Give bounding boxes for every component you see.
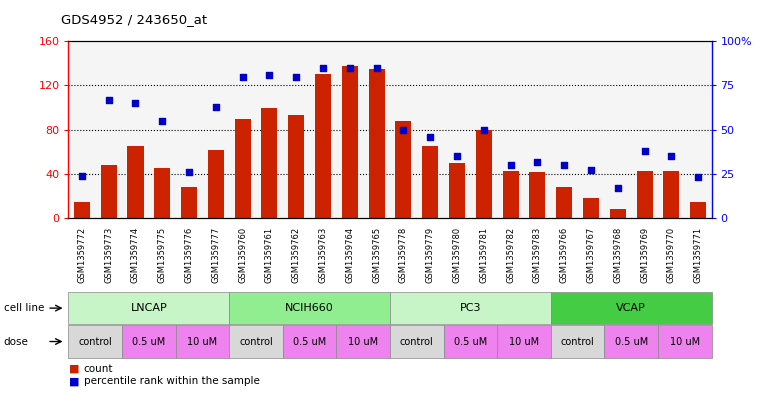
Point: [344, 64, 356, 71]
Text: GSM1359771: GSM1359771: [693, 226, 702, 283]
Bar: [502, 171, 519, 218]
Bar: [396, 121, 412, 218]
Bar: [262, 108, 278, 218]
Text: 10 uM: 10 uM: [187, 336, 218, 347]
Text: GSM1359777: GSM1359777: [212, 226, 221, 283]
Text: control: control: [561, 336, 594, 347]
Point: [210, 103, 222, 110]
Bar: [315, 74, 331, 218]
Bar: [288, 115, 304, 218]
Bar: [422, 146, 438, 218]
Point: [478, 127, 490, 133]
Text: GSM1359769: GSM1359769: [640, 226, 649, 283]
Text: GSM1359783: GSM1359783: [533, 226, 542, 283]
Text: GSM1359781: GSM1359781: [479, 226, 489, 283]
Bar: [181, 187, 197, 218]
Point: [129, 100, 142, 106]
Bar: [664, 171, 680, 218]
Text: dose: dose: [4, 336, 29, 347]
Text: PC3: PC3: [460, 303, 481, 313]
Text: GSM1359767: GSM1359767: [587, 226, 595, 283]
Text: GSM1359764: GSM1359764: [345, 226, 355, 283]
Bar: [690, 202, 706, 218]
Text: GSM1359760: GSM1359760: [238, 226, 247, 283]
Text: 0.5 uM: 0.5 uM: [454, 336, 487, 347]
Text: 0.5 uM: 0.5 uM: [293, 336, 326, 347]
Point: [263, 72, 275, 78]
Text: 10 uM: 10 uM: [670, 336, 700, 347]
Point: [183, 169, 195, 175]
Point: [451, 153, 463, 160]
Bar: [556, 187, 572, 218]
Text: GSM1359766: GSM1359766: [559, 226, 568, 283]
Point: [424, 134, 436, 140]
Bar: [154, 168, 170, 218]
Text: GSM1359772: GSM1359772: [78, 226, 87, 283]
Text: GSM1359775: GSM1359775: [158, 226, 167, 283]
Bar: [636, 171, 653, 218]
Text: 0.5 uM: 0.5 uM: [132, 336, 165, 347]
Text: LNCAP: LNCAP: [130, 303, 167, 313]
Text: NCIH660: NCIH660: [285, 303, 334, 313]
Text: GSM1359761: GSM1359761: [265, 226, 274, 283]
Bar: [234, 119, 250, 218]
Point: [371, 64, 383, 71]
Bar: [208, 150, 224, 218]
Text: GSM1359780: GSM1359780: [453, 226, 461, 283]
Text: control: control: [78, 336, 112, 347]
Bar: [476, 130, 492, 218]
Text: percentile rank within the sample: percentile rank within the sample: [84, 376, 260, 386]
Bar: [449, 163, 465, 218]
Text: GSM1359782: GSM1359782: [506, 226, 515, 283]
Text: GSM1359770: GSM1359770: [667, 226, 676, 283]
Bar: [583, 198, 599, 218]
Point: [612, 185, 624, 191]
Point: [156, 118, 168, 124]
Text: 10 uM: 10 uM: [348, 336, 378, 347]
Text: control: control: [400, 336, 434, 347]
Point: [397, 127, 409, 133]
Text: GSM1359765: GSM1359765: [372, 226, 381, 283]
Bar: [342, 66, 358, 218]
Bar: [610, 209, 626, 218]
Text: ■: ■: [68, 376, 79, 386]
Bar: [368, 69, 384, 218]
Text: 0.5 uM: 0.5 uM: [615, 336, 648, 347]
Point: [103, 96, 115, 103]
Bar: [74, 202, 90, 218]
Text: cell line: cell line: [4, 303, 44, 313]
Text: GSM1359774: GSM1359774: [131, 226, 140, 283]
Point: [317, 64, 329, 71]
Text: ■: ■: [68, 364, 79, 373]
Bar: [530, 172, 546, 218]
Text: GSM1359773: GSM1359773: [104, 226, 113, 283]
Bar: [127, 146, 144, 218]
Point: [692, 174, 704, 181]
Text: GSM1359763: GSM1359763: [319, 226, 327, 283]
Text: GSM1359778: GSM1359778: [399, 226, 408, 283]
Point: [638, 148, 651, 154]
Point: [585, 167, 597, 174]
Text: GDS4952 / 243650_at: GDS4952 / 243650_at: [61, 13, 207, 26]
Text: GSM1359762: GSM1359762: [291, 226, 301, 283]
Point: [505, 162, 517, 168]
Point: [290, 73, 302, 80]
Text: control: control: [239, 336, 273, 347]
Text: VCAP: VCAP: [616, 303, 646, 313]
Text: 10 uM: 10 uM: [509, 336, 539, 347]
Point: [558, 162, 570, 168]
Text: GSM1359776: GSM1359776: [185, 226, 193, 283]
Bar: [100, 165, 116, 218]
Point: [531, 158, 543, 165]
Point: [237, 73, 249, 80]
Text: GSM1359779: GSM1359779: [425, 226, 435, 283]
Point: [665, 153, 677, 160]
Text: GSM1359768: GSM1359768: [613, 226, 622, 283]
Text: count: count: [84, 364, 113, 373]
Point: [76, 173, 88, 179]
